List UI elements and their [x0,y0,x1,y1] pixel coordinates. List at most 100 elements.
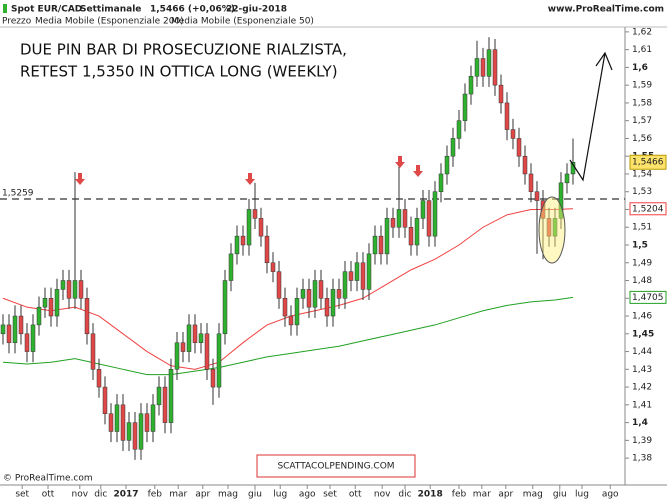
candle-body [462,93,468,121]
candle-body [276,271,282,299]
candle-body [240,235,246,246]
projection-arrow [569,51,613,182]
y-tick-label: 1,57 [632,116,652,126]
candle-body [162,386,168,423]
candle-body [186,324,192,352]
y-tick-label: 1,48 [632,276,652,286]
y-tick-label: 1,49 [632,258,652,268]
candle-body [198,333,204,343]
x-tick-label: ott [349,490,362,500]
candle-body [486,49,492,77]
y-tick-label: 1,56 [632,134,652,144]
title-line: DUE PIN BAR DI PROSECUZIONE RIALZISTA, [20,41,347,59]
candle-body [72,280,78,299]
candle-body [474,58,480,77]
candle-body [264,235,270,264]
x-tick-label: mar [473,490,491,500]
candle-body [234,235,240,255]
candle-body [228,253,234,281]
candle-body [222,280,228,335]
y-tick-label: 1,59 [632,81,652,91]
price-label: Prezzo [2,17,32,27]
candle-body [432,191,438,237]
x-tick-label: lug [273,490,287,500]
candle-body [12,315,18,343]
x-tick-label: lug [575,490,589,500]
y-tick-label: 1,39 [632,436,652,446]
candle-body [288,315,294,326]
last-value-label: 1,4705 [632,293,664,303]
candle-body [54,289,60,317]
candle-body [408,226,414,246]
highlight-ellipse [538,196,566,264]
candle-body [48,298,54,317]
candle-body [318,280,324,299]
x-tick-label: ago [602,490,619,500]
candle-body [540,200,546,219]
x-tick-label: giu [553,490,567,500]
instrument-icon [3,4,7,13]
candle-body [564,173,570,184]
source: www.ProRealTime.com [548,5,664,15]
candle-body [78,280,84,299]
candle-body [456,120,462,139]
x-tick-label: nov [72,490,89,500]
y-tick-label: 1,45 [632,329,654,339]
x-tick-label: ott [42,490,55,500]
x-tick-label: apr [498,490,513,500]
x-tick-label: nov [374,490,391,500]
candle-body [438,173,444,192]
last-value-box [629,290,667,304]
candle-body [360,262,366,290]
watermark-box [256,454,416,478]
candle-body [390,218,396,228]
last-close-box [629,154,667,170]
candle-body [6,324,12,343]
candle-body [480,58,486,77]
candle-body [558,182,564,219]
y-tick-label: 1,4 [632,418,648,428]
candle-body [96,369,102,388]
copyright: © ProRealTime.com [3,474,93,484]
candle-body [252,209,258,219]
candle-body [66,280,72,299]
y-tick-label: 1,62 [632,27,652,37]
x-tick-label: dic [94,490,107,500]
annotations [75,156,423,185]
candle-body [0,324,6,335]
candle-body [552,218,558,237]
instrument: Spot EUR/CAD [11,5,82,15]
watermark: SCATTACOLPENDING.COM [277,462,394,472]
candle-body [90,333,96,370]
candle-body [546,218,552,237]
y-tick-label: 1,54 [632,169,652,179]
candle-body [216,333,222,388]
x-tick-label: set [323,490,337,500]
y-tick-label: 1,53 [632,187,652,197]
candle-body [450,138,456,157]
level-label: 1,5259 [2,189,34,199]
candle-body [330,289,336,317]
last-value-label: 1,5204 [632,204,664,214]
candle-body [120,404,126,441]
candle-body [354,262,360,281]
candle-body [18,315,24,335]
candle-body [204,333,210,370]
y-tick-label: 1,43 [632,365,652,375]
x-tick-label: feb [452,490,467,500]
candle-body [300,289,306,299]
y-tick-label: 1,44 [632,347,652,357]
candle-body [174,342,180,370]
x-tick-label: mar [169,490,187,500]
y-tick-label: 1,41 [632,400,652,410]
down-arrow [413,165,423,177]
candle-body [270,262,276,272]
candle-body [324,298,330,317]
x-tick-label: apr [195,490,210,500]
candle-body [114,404,120,432]
candle-body [36,306,42,326]
x-tick-label: 2018 [418,490,443,500]
legend-entry: Media Mobile (Esponenziale 50) [171,17,314,27]
candle-body [492,49,498,86]
